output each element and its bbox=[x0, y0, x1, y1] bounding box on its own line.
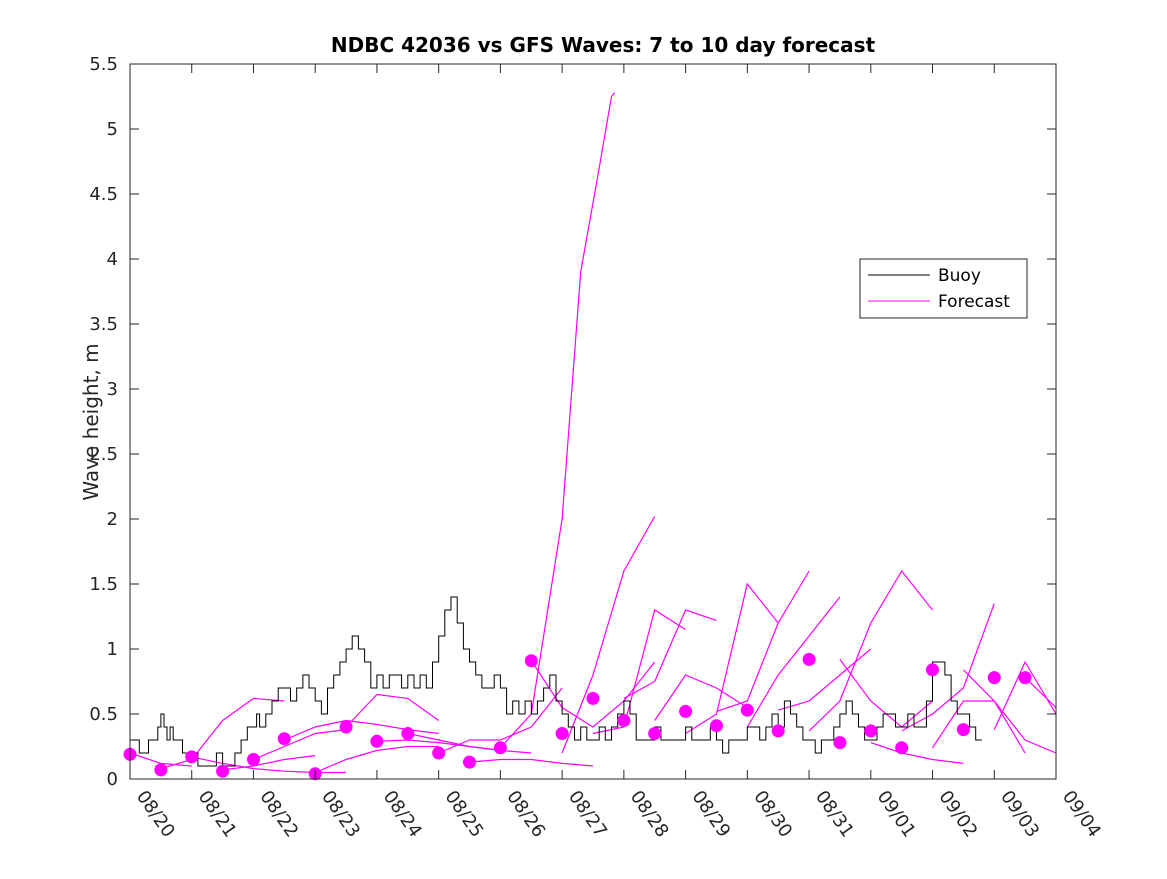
y-tick-label: 1.5 bbox=[89, 574, 118, 595]
buoy-line bbox=[130, 596, 982, 767]
forecast-line-22 bbox=[808, 569, 933, 732]
forecast-marker bbox=[185, 750, 199, 764]
forecast-marker bbox=[617, 714, 631, 727]
forecast-marker bbox=[216, 764, 230, 778]
forecast-marker bbox=[802, 652, 816, 666]
legend-box bbox=[859, 258, 1028, 319]
y-tick-label: 5 bbox=[107, 119, 118, 140]
y-axis-label: Wave height, m bbox=[79, 343, 103, 500]
forecast-line-26 bbox=[931, 700, 1026, 754]
forecast-marker bbox=[370, 734, 384, 748]
forecast-line-15 bbox=[592, 609, 686, 735]
forecast-marker bbox=[432, 746, 446, 760]
forecast-marker bbox=[339, 720, 353, 734]
y-tick-label: 0.5 bbox=[89, 704, 118, 725]
forecast-marker bbox=[895, 741, 909, 755]
forecast-line-17 bbox=[654, 674, 748, 721]
forecast-line-1 bbox=[160, 697, 285, 770]
forecast-line-20 bbox=[746, 596, 841, 728]
forecast-line-16 bbox=[623, 609, 717, 699]
y-tick-label: 4 bbox=[107, 249, 118, 270]
forecast-marker bbox=[493, 741, 507, 755]
forecast-line-9 bbox=[407, 732, 532, 754]
forecast-marker bbox=[586, 691, 600, 705]
forecast-marker bbox=[771, 724, 785, 738]
forecast-marker bbox=[154, 763, 168, 777]
forecast-marker bbox=[648, 727, 662, 740]
forecast-line-24 bbox=[870, 742, 964, 764]
y-tick-label: 1 bbox=[107, 639, 118, 660]
forecast-line-10 bbox=[438, 687, 563, 754]
forecast-line-25 bbox=[901, 603, 995, 732]
forecast-marker bbox=[833, 736, 847, 750]
y-tick-label: 3 bbox=[107, 379, 118, 400]
forecast-marker bbox=[987, 671, 1001, 685]
forecast-marker bbox=[555, 727, 569, 740]
forecast-marker bbox=[401, 727, 415, 740]
y-tick-label: 4.5 bbox=[89, 184, 118, 205]
y-tick-label: 2.5 bbox=[89, 444, 118, 465]
forecast-line-11 bbox=[469, 758, 594, 767]
forecast-line-18 bbox=[685, 582, 779, 735]
forecast-line-14 bbox=[561, 516, 656, 754]
axes-frame bbox=[129, 63, 1057, 780]
forecast-marker bbox=[956, 723, 970, 737]
forecast-line-29 bbox=[1024, 677, 1057, 708]
forecast-line-7 bbox=[345, 693, 440, 728]
forecast-line-28 bbox=[993, 660, 1057, 730]
forecast-line-6 bbox=[314, 745, 439, 774]
forecast-marker bbox=[710, 719, 723, 733]
forecast-marker bbox=[864, 724, 878, 738]
legend-buoy-label: Buoy bbox=[938, 266, 981, 286]
forecast-marker bbox=[740, 703, 754, 717]
y-tick-label: 2 bbox=[107, 509, 118, 530]
forecast-marker bbox=[679, 704, 693, 718]
y-tick-label: 0 bbox=[107, 769, 118, 790]
forecast-line-4 bbox=[253, 729, 347, 761]
forecast-line-3 bbox=[222, 755, 316, 771]
legend: Buoy Forecast bbox=[859, 258, 1028, 319]
plot-area bbox=[123, 92, 1057, 781]
forecast-marker bbox=[277, 732, 291, 746]
chart-title: NDBC 42036 vs GFS Waves: 7 to 10 day for… bbox=[331, 33, 876, 57]
y-tick-label: 3.5 bbox=[89, 314, 118, 335]
forecast-marker bbox=[1018, 671, 1032, 685]
y-tick-label: 5.5 bbox=[89, 54, 118, 75]
forecast-line-19 bbox=[716, 570, 810, 712]
forecast-marker bbox=[247, 753, 260, 766]
forecast-line-27 bbox=[962, 669, 1057, 754]
legend-forecast-label: Forecast bbox=[938, 292, 1010, 312]
forecast-marker bbox=[524, 654, 538, 668]
forecast-marker bbox=[463, 755, 476, 769]
forecast-marker bbox=[926, 663, 939, 677]
